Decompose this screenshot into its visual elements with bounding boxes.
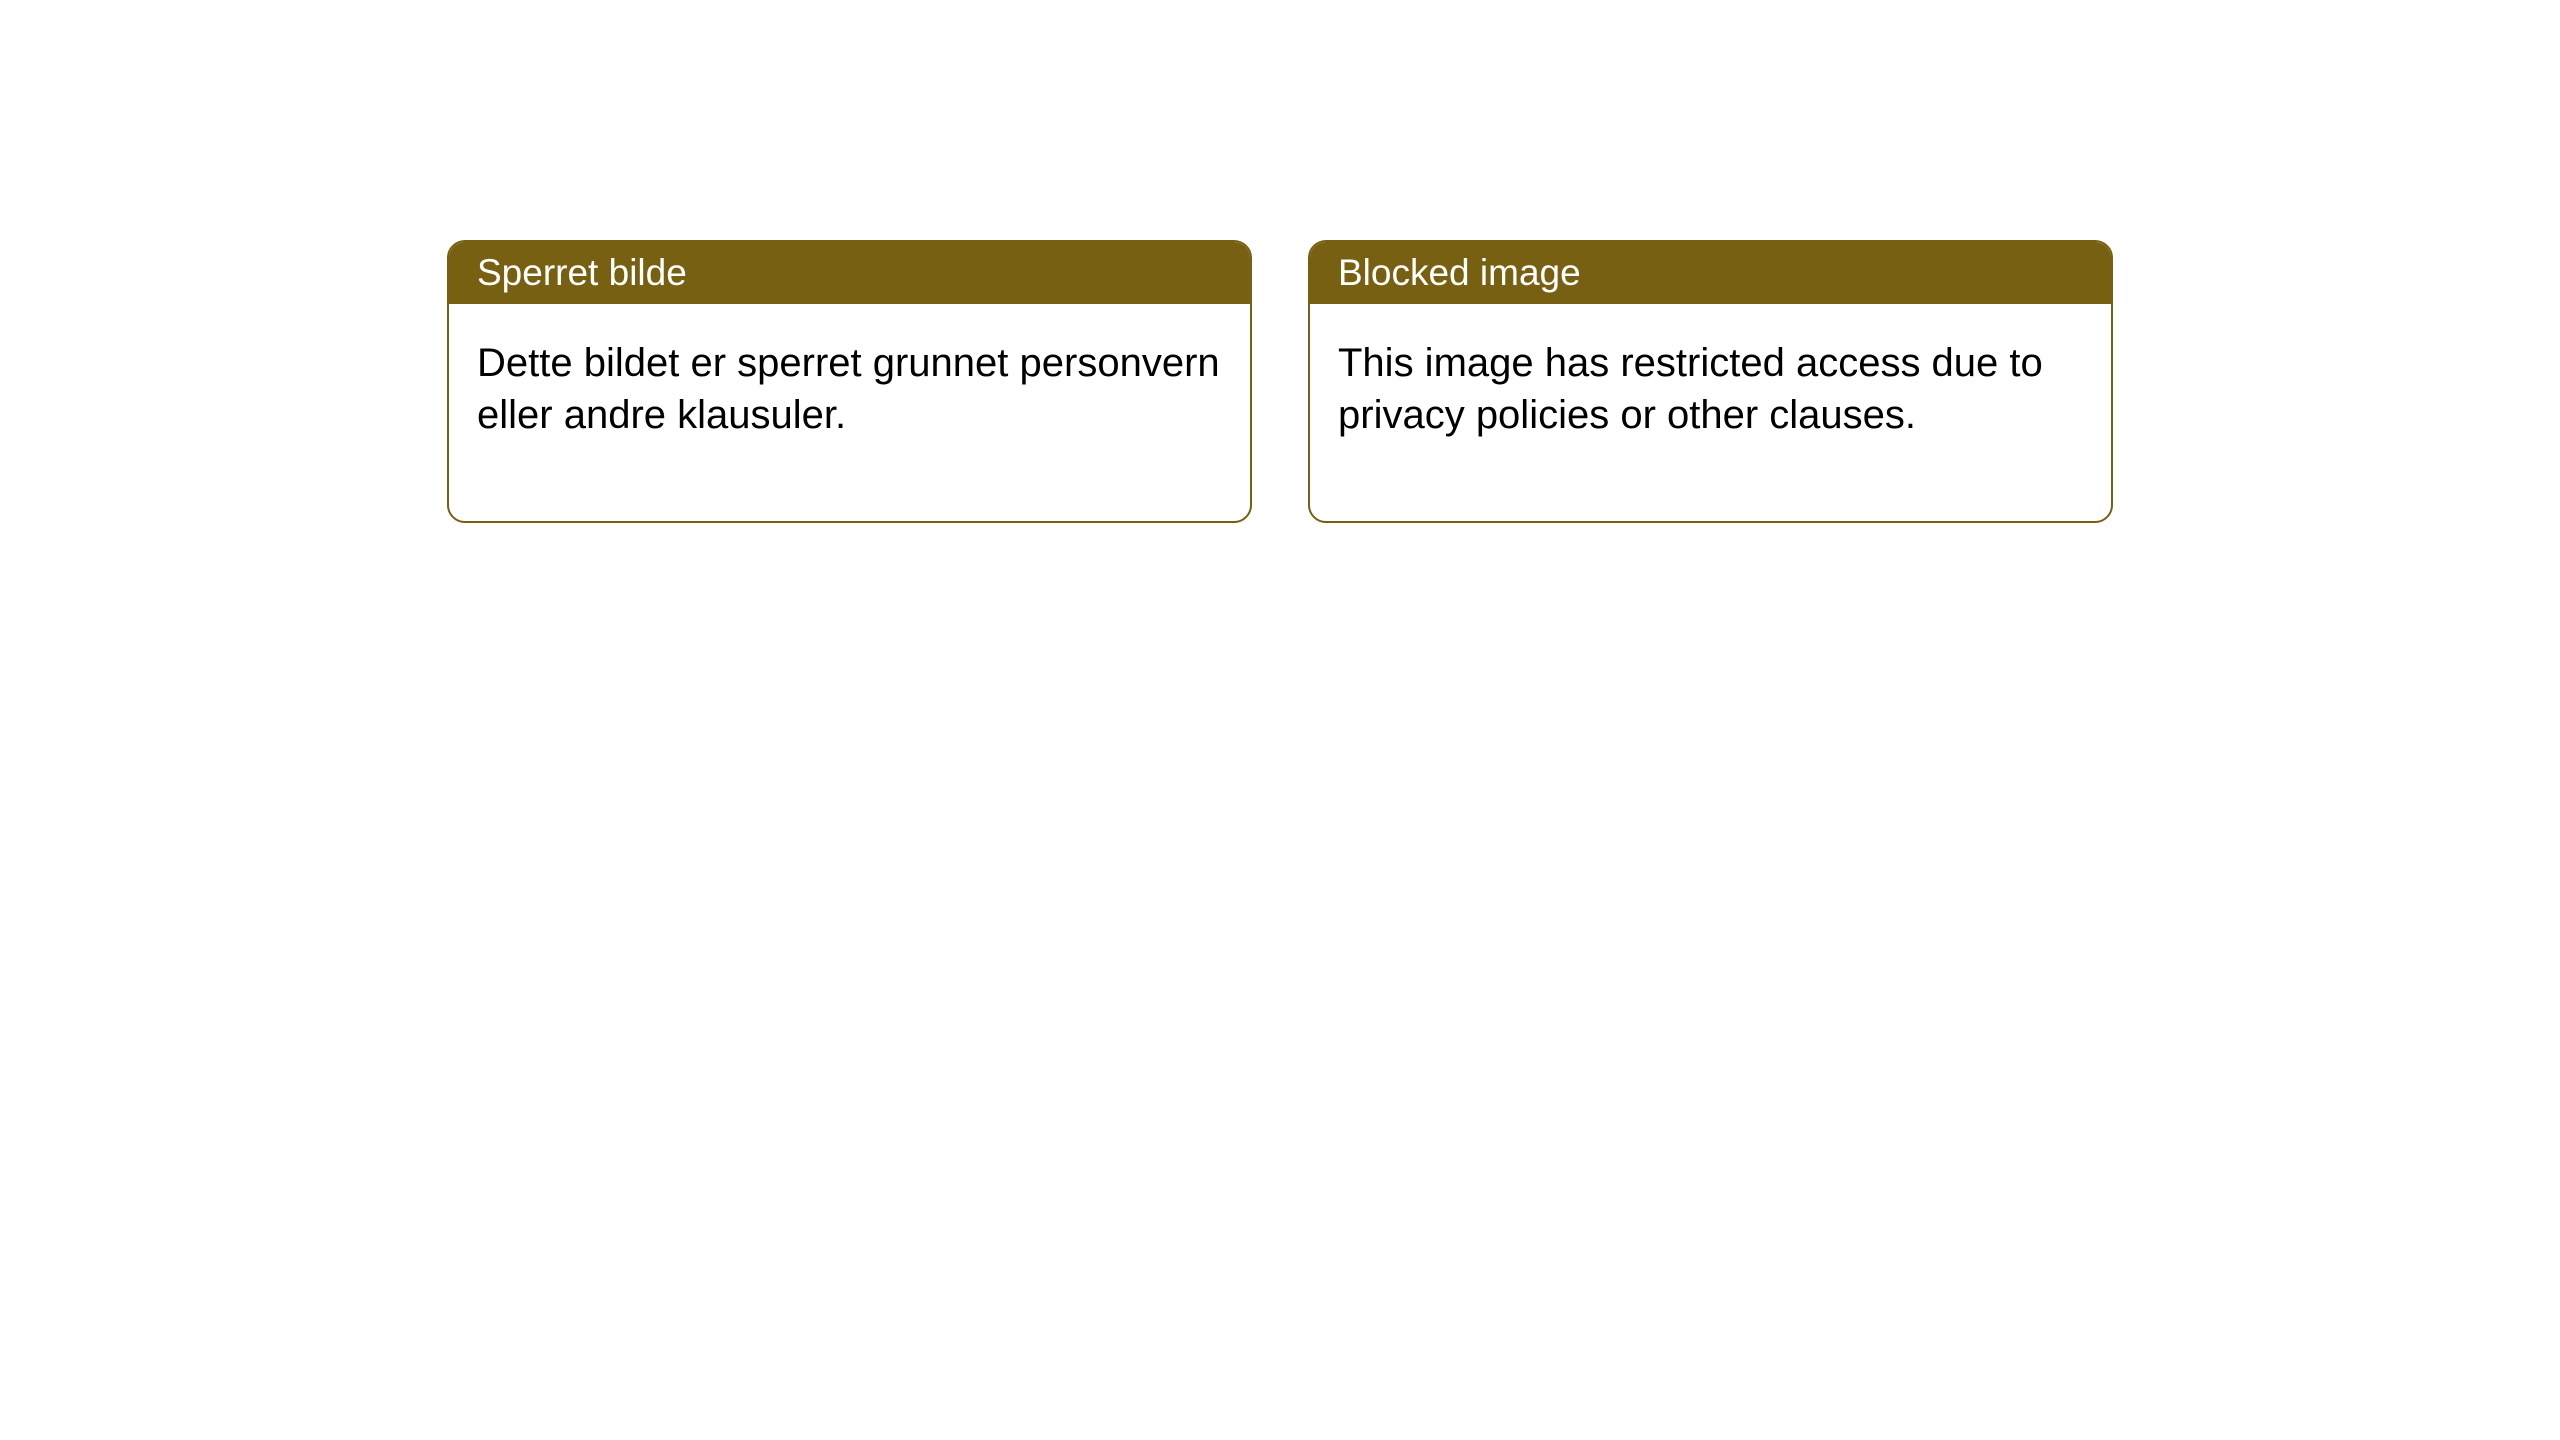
card-header: Sperret bilde <box>449 242 1250 304</box>
card-body: Dette bildet er sperret grunnet personve… <box>449 304 1250 521</box>
blocked-image-card-english: Blocked image This image has restricted … <box>1308 240 2113 523</box>
notice-container: Sperret bilde Dette bildet er sperret gr… <box>0 0 2560 523</box>
card-header: Blocked image <box>1310 242 2111 304</box>
card-body: This image has restricted access due to … <box>1310 304 2111 521</box>
blocked-image-card-norwegian: Sperret bilde Dette bildet er sperret gr… <box>447 240 1252 523</box>
